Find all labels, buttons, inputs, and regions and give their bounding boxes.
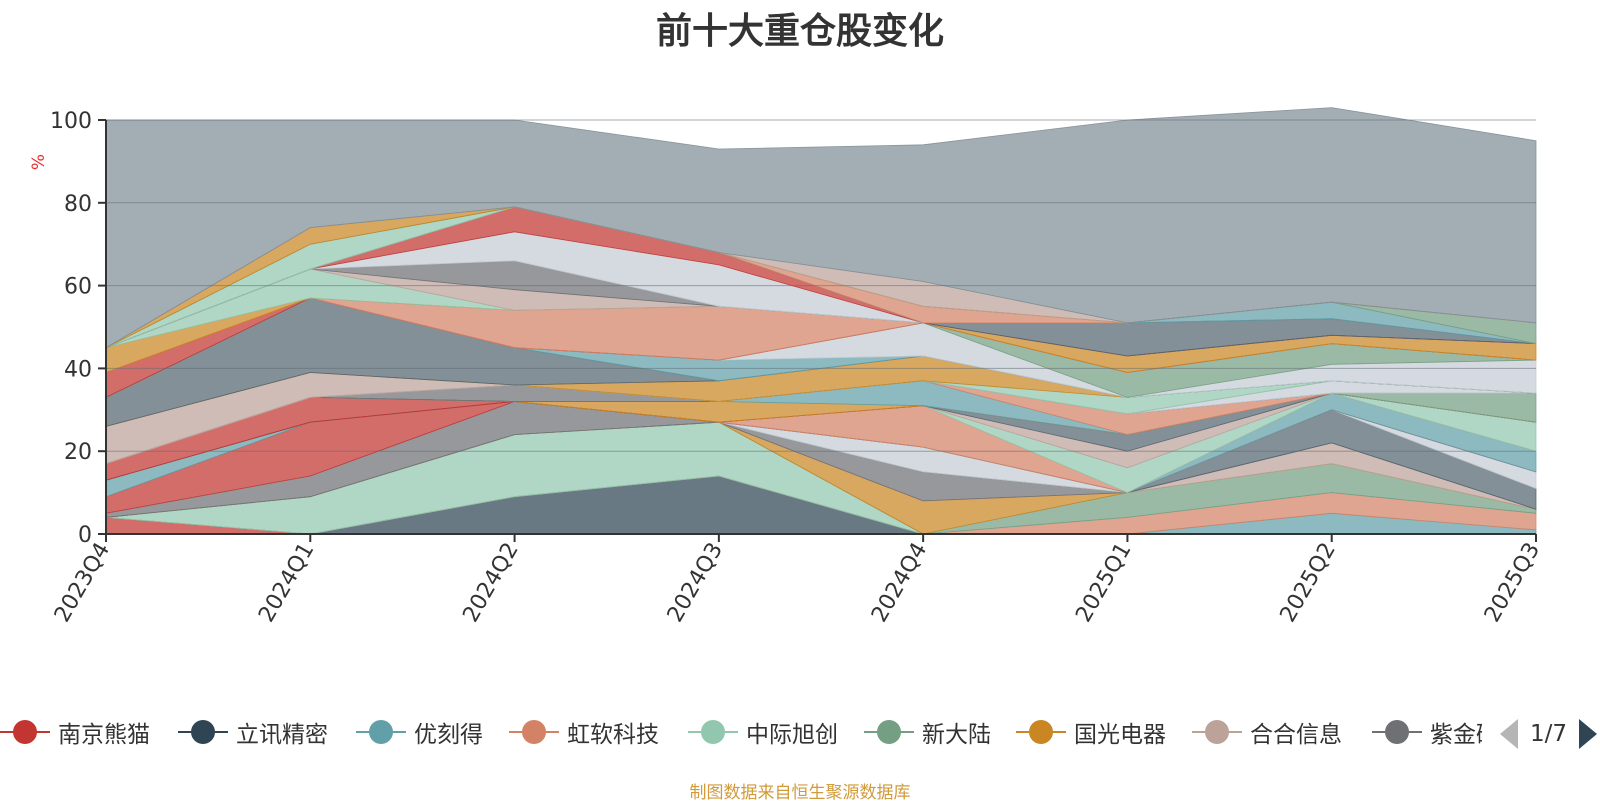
legend-marker-icon — [356, 712, 406, 752]
legend-item-7[interactable]: 合合信息 — [1192, 712, 1342, 752]
y-axis-label: % — [29, 154, 49, 170]
stacked-areas — [105, 107, 1537, 535]
legend-item-6[interactable]: 国光电器 — [1016, 712, 1166, 752]
y-tick-label-0: 0 — [78, 523, 92, 548]
x-tick-label-2: 2024Q2 — [458, 539, 523, 627]
x-tick-label-4: 2024Q4 — [867, 539, 932, 627]
area-series-46[interactable] — [105, 107, 1537, 349]
y-tick-label-80: 80 — [64, 192, 92, 217]
legend-item-4[interactable]: 中际旭创 — [688, 712, 838, 752]
legend-item-1[interactable]: 立讯精密 — [178, 712, 328, 752]
legend-marker-icon — [1016, 712, 1066, 752]
legend-label: 新大陆 — [922, 722, 991, 748]
legend-label: 优刻得 — [414, 722, 483, 748]
legend-label: 紫金矿业 — [1430, 722, 1482, 748]
chart-area: 0 20 40 60 80 100 2023Q4 2024Q1 2024Q2 2024Q3 2024… — [29, 107, 1545, 627]
legend-item-0[interactable]: 南京熊猫 — [0, 712, 150, 752]
legend-marker-icon — [509, 712, 559, 752]
chart-title: 前十大重仓股变化 — [655, 11, 944, 52]
y-tick-label-40: 40 — [64, 357, 92, 382]
legend-item-8[interactable]: 紫金矿业 — [1372, 712, 1482, 752]
legend-label: 立讯精密 — [236, 722, 328, 748]
legend-label: 中际旭创 — [746, 722, 838, 748]
legend-label: 合合信息 — [1250, 722, 1342, 748]
legend-items: 南京熊猫 立讯精密 优刻得 虹软科技 中际旭创 新大陆 国光电器 合合信息 紫金矿业 — [0, 712, 1482, 756]
x-tick-label-5: 2025Q1 — [1071, 539, 1136, 627]
y-tick-label-20: 20 — [64, 440, 92, 465]
legend-marker-icon — [0, 712, 50, 752]
legend-label: 虹软科技 — [567, 722, 659, 748]
y-tick-label-100: 100 — [50, 109, 92, 134]
x-tick-label-3: 2024Q3 — [663, 539, 728, 627]
y-tick-label-60: 60 — [64, 275, 92, 300]
x-tick-label-7: 2025Q3 — [1480, 539, 1545, 627]
legend-label: 国光电器 — [1074, 722, 1166, 748]
legend: 南京熊猫 立讯精密 优刻得 虹软科技 中际旭创 新大陆 国光电器 合合信息 紫金矿业 1/7 — [0, 712, 1600, 756]
legend-next-page-icon[interactable] — [1579, 719, 1598, 749]
x-tick-label-0: 2023Q4 — [50, 539, 115, 627]
legend-marker-icon — [1192, 712, 1242, 752]
x-tick-label-6: 2025Q2 — [1276, 539, 1341, 627]
legend-page-indicator: 1/7 — [1530, 721, 1568, 747]
legend-marker-icon — [864, 712, 914, 752]
data-source-note: 制图数据来自恒生聚源数据库 — [689, 783, 911, 803]
legend-prev-page-icon[interactable] — [1500, 719, 1518, 749]
legend-label: 南京熊猫 — [58, 722, 150, 748]
legend-item-2[interactable]: 优刻得 — [356, 712, 483, 752]
legend-marker-icon — [1372, 712, 1422, 752]
x-tick-label-1: 2024Q1 — [254, 539, 319, 627]
legend-marker-icon — [688, 712, 738, 752]
legend-pager: 1/7 — [1500, 718, 1598, 750]
legend-item-5[interactable]: 新大陆 — [864, 712, 991, 752]
legend-marker-icon — [178, 712, 228, 752]
legend-item-3[interactable]: 虹软科技 — [509, 712, 659, 752]
